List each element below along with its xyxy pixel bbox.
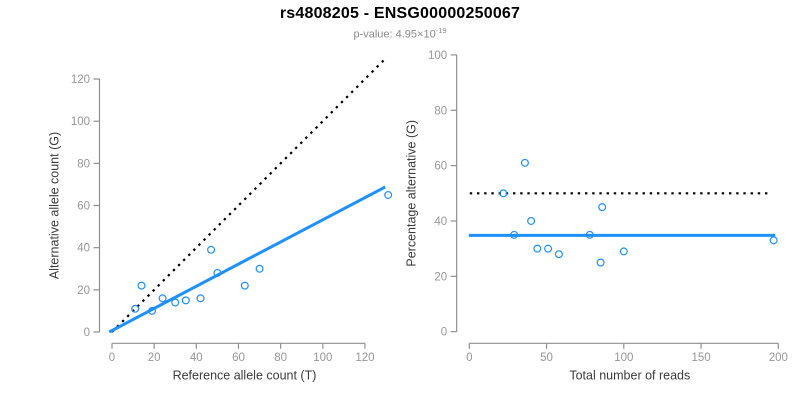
data-point: [240, 281, 249, 290]
y-tick-label: 0: [84, 327, 90, 339]
data-point: [544, 244, 553, 253]
data-point: [619, 247, 628, 256]
x-tick-label: 80: [274, 352, 287, 364]
percentage-vs-reads-plot: 0 50 100 150 200 Total number of reads 0 20 40 60…: [405, 50, 788, 382]
x-tick-label: 0: [466, 352, 472, 364]
x-axis-title: Reference allele count (T): [173, 368, 317, 382]
data-point: [499, 189, 508, 198]
x-tick-label: 100: [614, 352, 633, 364]
data-point: [769, 236, 778, 245]
y-axis-title: Percentage alternative (G): [405, 120, 419, 267]
y-tick-label: 20: [77, 285, 90, 297]
data-point: [585, 230, 594, 239]
data-point: [255, 264, 264, 273]
data-point: [181, 296, 190, 305]
identity-line: [111, 56, 388, 333]
fit-line: [108, 185, 386, 334]
x-tick-label: 20: [148, 352, 161, 364]
data-point: [213, 268, 222, 277]
data-point: [207, 245, 216, 254]
x-tick-label: 0: [109, 352, 115, 364]
p-value-exponent: -19: [435, 26, 447, 35]
x-axis-title: Total number of reads: [569, 368, 690, 382]
x-tick-label: 150: [691, 352, 710, 364]
p-value-text: p-value: 4.95×10: [353, 28, 436, 41]
y-tick-label: 100: [71, 116, 90, 128]
y-tick-label: 40: [77, 243, 90, 255]
figure-title: rs4808205 - ENSG00000250067: [279, 5, 521, 22]
y-tick-label: 20: [434, 271, 447, 283]
data-points: [131, 190, 393, 315]
data-point: [384, 190, 393, 199]
y-tick-label: 120: [71, 74, 90, 86]
y-tick-label: 40: [434, 216, 447, 228]
data-point: [510, 230, 519, 239]
data-point: [596, 258, 605, 267]
x-tick-label: 200: [769, 352, 788, 364]
data-point: [554, 250, 563, 259]
data-point: [158, 294, 167, 303]
x-tick-label: 40: [190, 352, 203, 364]
x-tick-label: 120: [355, 352, 374, 364]
y-tick-label: 60: [77, 201, 90, 213]
y-tick-label: 80: [434, 105, 447, 117]
y-tick-label: 80: [77, 158, 90, 170]
y-axis-title: Alternative allele count (G): [48, 132, 62, 279]
data-point: [131, 304, 140, 313]
data-point: [148, 306, 157, 315]
x-tick-label: 60: [232, 352, 245, 364]
y-tick-label: 0: [441, 327, 447, 339]
data-point: [533, 244, 542, 253]
data-point: [196, 294, 205, 303]
x-tick-label: 50: [540, 352, 553, 364]
x-tick-label: 100: [313, 352, 332, 364]
data-point: [598, 203, 607, 212]
y-tick-label: 60: [434, 161, 447, 173]
data-points: [499, 158, 778, 267]
data-point: [520, 158, 529, 167]
data-point: [171, 298, 180, 307]
y-tick-label: 100: [428, 50, 447, 62]
allele-counts-plot: 0 20 40 60 80 100 120 Reference allele count (T…: [48, 56, 393, 382]
figure-subtitle: p-value: 4.95×10-19: [0, 26, 800, 41]
data-point: [137, 281, 146, 290]
data-point: [527, 216, 536, 225]
